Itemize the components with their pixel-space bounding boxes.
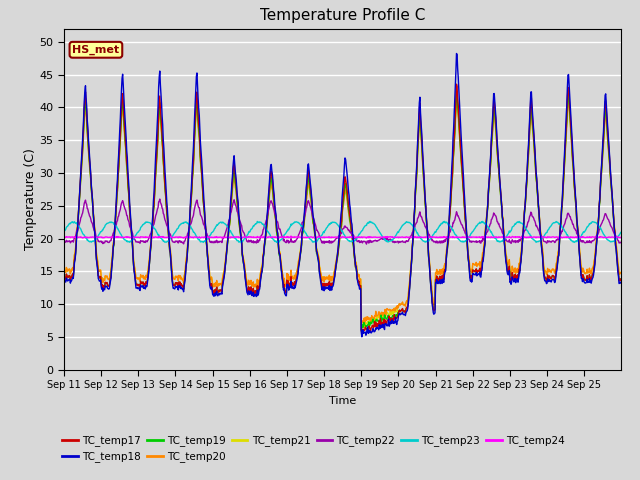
Title: Temperature Profile C: Temperature Profile C (260, 9, 425, 24)
Legend: TC_temp17, TC_temp18, TC_temp19, TC_temp20, TC_temp21, TC_temp22, TC_temp23, TC_: TC_temp17, TC_temp18, TC_temp19, TC_temp… (58, 431, 569, 467)
Y-axis label: Temperature (C): Temperature (C) (24, 148, 36, 250)
X-axis label: Time: Time (329, 396, 356, 406)
Text: HS_met: HS_met (72, 45, 120, 55)
